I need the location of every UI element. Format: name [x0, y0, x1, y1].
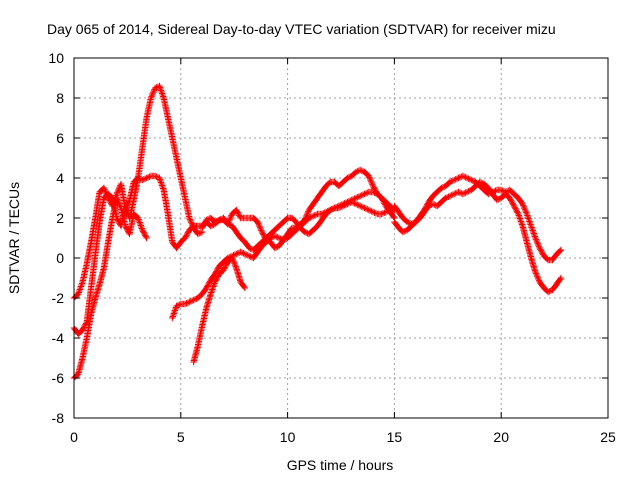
y-tick-label: 2	[56, 210, 64, 226]
y-tick-label: 4	[56, 170, 64, 186]
y-tick-label: -8	[52, 410, 65, 426]
series-markers	[70, 82, 206, 302]
y-tick-label: 10	[48, 50, 64, 66]
plot-frame	[73, 57, 609, 419]
x-tick-label: 10	[280, 429, 296, 445]
y-axis-label: SDTVAR / TECUs	[6, 182, 22, 294]
x-tick-label: 25	[600, 429, 616, 445]
x-tick-label: 20	[493, 429, 509, 445]
series-track-h	[190, 254, 249, 366]
grid-lines	[74, 58, 608, 418]
x-tick-label: 15	[387, 429, 403, 445]
x-tick-label: 5	[177, 429, 185, 445]
y-tick-label: -2	[52, 290, 65, 306]
series-markers	[190, 254, 249, 366]
series-track-g	[169, 188, 398, 322]
y-tick-label: 0	[56, 250, 64, 266]
series-track-e	[391, 178, 565, 296]
series-markers	[391, 178, 565, 296]
chart-title: Day 065 of 2014, Sidereal Day-to-day VTE…	[47, 21, 556, 37]
y-tick-label: 6	[56, 130, 64, 146]
y-tick-label: -6	[52, 370, 65, 386]
x-tick-label: 0	[70, 429, 78, 445]
y-tick-label: -4	[52, 330, 65, 346]
data-points	[70, 82, 565, 382]
axis-ticks: 0 5 10 15 20 25 -8 -6 -4 -2 0 2 4 6 8 10	[48, 50, 616, 445]
series-track-a	[70, 82, 206, 302]
x-axis-label: GPS time / hours	[287, 457, 394, 473]
y-tick-label: 8	[56, 90, 64, 106]
series-markers	[169, 188, 398, 322]
